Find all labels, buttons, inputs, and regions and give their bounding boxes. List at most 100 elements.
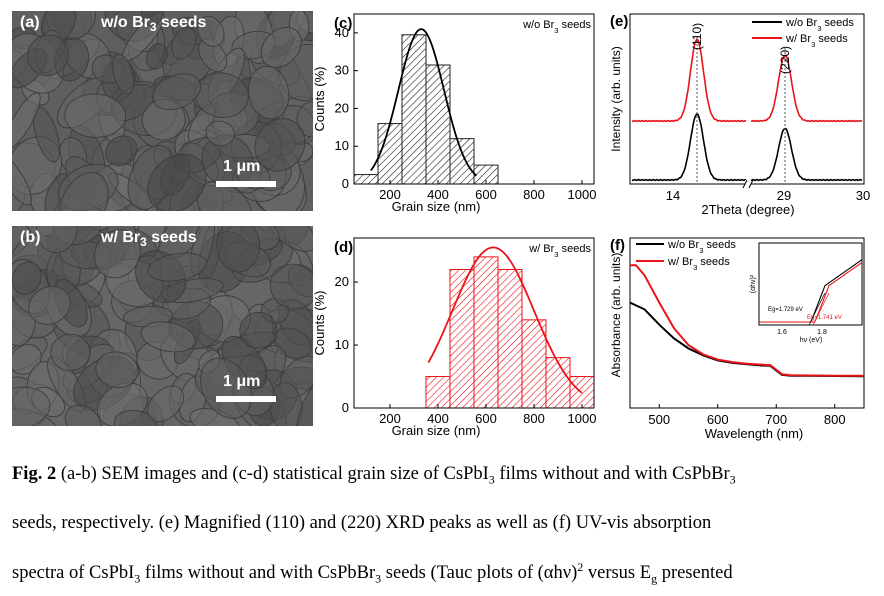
- panel-label: (c): [334, 15, 352, 32]
- absorbance-line-with: [630, 264, 864, 377]
- histogram-bar: [569, 376, 595, 409]
- caption-text-3b: films without and with CsPbBr: [140, 563, 376, 583]
- y-axis-label: Absorbance (arb. units): [609, 253, 623, 378]
- chart-c: 200 400 600 800 1000 0 10 20 30 40 Grain size (nm)…: [312, 13, 597, 214]
- scale-bar-a: [216, 181, 276, 187]
- y-tick-label: 20: [335, 100, 349, 115]
- sem-image-b: (b) w/ Br3 seeds 1 μm: [12, 226, 313, 426]
- histogram-bar: [425, 64, 451, 185]
- x-tick-label: 600: [707, 412, 729, 427]
- panel-label: (e): [610, 13, 628, 30]
- caption-text-3c: seeds (Tauc plots of (αhν): [381, 563, 578, 583]
- sem-grain: [248, 65, 290, 120]
- chart-e: (110) (220) 14 29 30 2Theta (degree) Intensity…: [609, 13, 870, 217]
- caption-sub: 3: [134, 571, 141, 586]
- sem-grain: [28, 285, 71, 325]
- legend-text-with: w/ Br3 seeds: [785, 33, 848, 49]
- caption-text-1a: (a-b) SEM images and (c-d) statistical g…: [56, 464, 489, 484]
- legend-text: w/o Br3 seeds: [522, 19, 591, 35]
- sem-grain: [267, 226, 313, 252]
- inset-y-axis-label: (αhν)²: [750, 274, 757, 293]
- caption-fig-label: Fig. 2: [12, 464, 57, 484]
- caption-text-3a: spectra of CsPbI: [12, 563, 135, 583]
- x-axis-label: Grain size (nm): [392, 199, 481, 214]
- sem-grain: [113, 409, 158, 426]
- caption-sub: g: [651, 571, 658, 586]
- histogram-bar: [377, 123, 403, 185]
- x-tick-label: 29: [777, 188, 791, 203]
- sem-grain: [216, 226, 260, 273]
- caption-text-3d: versus E: [583, 563, 652, 583]
- chart-d: 200 400 600 800 1000 0 10 20 Grain size (nm) Coun…: [312, 237, 597, 438]
- caption-sup: 2: [577, 559, 584, 574]
- caption-text-1b: films without and with CsPbBr: [494, 464, 730, 484]
- axis-break-mark: [748, 179, 754, 189]
- x-axis-label: Wavelength (nm): [705, 426, 804, 441]
- sem-grain: [152, 73, 202, 111]
- x-tick-label: 700: [765, 412, 787, 427]
- y-axis-label: Intensity (arb. units): [609, 46, 623, 151]
- panel-label: (d): [334, 239, 353, 256]
- tauc-inset: Eg=1.729 eV Eg=1.741 eV 1.6 1.8hν (eV) (αhν)…: [750, 242, 863, 344]
- panel-label-a: (a): [20, 14, 40, 31]
- sem-grain: [12, 151, 32, 206]
- xrd-line-with: [631, 38, 747, 123]
- caption-sub: 3: [729, 472, 736, 487]
- xrd-line-without: [750, 127, 863, 182]
- sem-grain: [95, 351, 139, 389]
- x-tick-label: 500: [648, 412, 670, 427]
- y-tick-label: 0: [342, 176, 349, 191]
- chart-f: 500 600 700 800 Wavelength (nm) Absorbance (a…: [609, 237, 865, 441]
- histogram-bar: [545, 357, 571, 409]
- x-tick-label: 1000: [568, 411, 597, 426]
- y-tick-label: 10: [335, 138, 349, 153]
- gaussian-fit-line: [427, 246, 583, 394]
- legend-text-with: w/ Br3 seeds: [667, 256, 730, 272]
- sem-grain: [12, 92, 41, 151]
- inset-frame: [758, 242, 863, 326]
- sem-grain: [64, 404, 102, 426]
- histogram-bar: [473, 256, 499, 409]
- sem-grain: [171, 27, 197, 60]
- plot-frame: [353, 237, 595, 409]
- x-tick-label: 800: [824, 412, 846, 427]
- y-tick-label: 30: [335, 63, 349, 78]
- x-tick-label: 800: [523, 411, 545, 426]
- inset-x-axis-label: hν (eV): [800, 337, 823, 344]
- scale-label-b: 1 μm: [223, 373, 261, 390]
- x-tick-label: 600: [475, 187, 497, 202]
- caption-sub: 3: [375, 571, 382, 586]
- sem-grain: [59, 172, 109, 211]
- histogram-bar: [401, 34, 427, 185]
- sem-grain: [12, 261, 42, 295]
- sem-grain: [93, 229, 141, 279]
- sem-grain: [269, 382, 303, 426]
- sem-grain: [295, 381, 313, 426]
- x-tick-label: 400: [427, 411, 449, 426]
- histogram-bar: [521, 319, 547, 409]
- x-tick-label: 30: [856, 188, 870, 203]
- y-tick-label: 20: [335, 274, 349, 289]
- scale-bar-b: [216, 396, 276, 402]
- x-axis-label: 2Theta (degree): [701, 202, 794, 217]
- sem-grain: [239, 311, 278, 349]
- tauc-fit-line: [812, 292, 830, 326]
- plot-frame: [353, 13, 595, 185]
- caption-line-3: spectra of CsPbI3 films without and with…: [12, 559, 878, 586]
- x-tick-label: 1000: [568, 187, 597, 202]
- sem-grain: [12, 386, 51, 426]
- caption-text-3e: presented: [657, 563, 733, 583]
- sem-grain: [200, 357, 252, 419]
- legend-text-without: w/o Br3 seeds: [667, 239, 736, 255]
- sem-grain: [145, 43, 168, 70]
- caption-line-1: Fig. 2 (a-b) SEM images and (c-d) statis…: [12, 464, 878, 487]
- sem-grain: [105, 135, 138, 167]
- y-axis-label: Counts (%): [312, 290, 327, 355]
- sem-grain: [140, 321, 196, 353]
- sem-grain: [197, 15, 225, 47]
- xrd-line-with: [750, 54, 863, 123]
- sem-grain: [269, 263, 313, 310]
- sem-grain: [27, 34, 69, 77]
- sem-grain: [296, 101, 313, 138]
